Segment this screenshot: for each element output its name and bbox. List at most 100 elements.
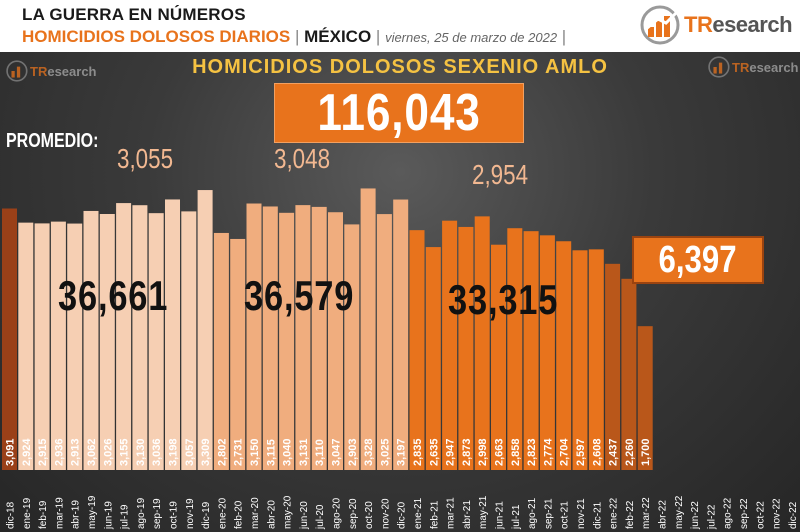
value-label-jun-20: 3,131 [298,438,310,466]
x-tick-oct-21: oct-21 [560,501,571,529]
x-tick-abr-19: abr-19 [71,500,82,529]
value-label-sep-19: 3,036 [151,438,163,466]
bar-ene-19 [18,222,34,470]
value-label-ago-19: 3,130 [135,438,147,466]
x-tick-may-19: may-19 [87,495,98,529]
x-tick-oct-19: oct-19 [169,501,180,529]
x-tick-feb-19: feb-19 [38,500,49,529]
x-tick-nov-20: nov-20 [380,498,391,529]
value-label-abr-21: 2,873 [461,438,473,466]
header-title: LA GUERRA EN NÚMEROS [22,5,246,24]
x-tick-oct-22: oct-22 [755,501,766,529]
x-tick-dic-19: dic-19 [201,501,212,529]
value-label-nov-21: 2,597 [575,438,587,466]
value-label-jul-19: 3,155 [119,438,131,466]
value-label-dic-18: 3,091 [5,438,17,466]
average-2021: 2,954 [472,159,529,190]
watermark-text: TResearch [732,59,799,75]
total-value: 116,043 [317,84,481,142]
bar-dic-19 [197,190,213,470]
x-tick-nov-22: nov-22 [772,498,783,529]
bar-jun-21 [491,244,506,470]
x-tick-ene-21: ene-21 [413,497,424,529]
value-label-sep-20: 2,903 [347,438,359,466]
x-tick-mar-20: mar-20 [250,497,261,529]
x-tick-dic-18: dic-18 [6,501,17,529]
value-label-ene-22: 2,437 [608,438,620,466]
value-label-jul-20: 3,110 [314,439,326,466]
bar-nov-20 [376,214,392,470]
watermark-logo: TResearch [708,56,799,78]
bar-jun-20 [295,205,311,470]
value-label-nov-20: 3,025 [379,438,391,466]
x-tick-jul-21: jul-21 [511,504,522,530]
watermark-logo: TResearch [6,60,97,82]
x-tick-jul-19: jul-19 [120,504,131,530]
x-tick-sep-21: sep-21 [543,498,554,529]
bar-abr-21 [458,226,474,470]
bar-jul-19 [116,203,132,470]
value-label-dic-20: 3,197 [396,438,408,466]
value-label-oct-19: 3,198 [168,438,180,466]
bar-oct-21 [556,241,572,470]
bar-ene-20 [213,232,229,470]
x-tick-jun-20: jun-20 [299,501,310,530]
bar-mar-19 [50,221,66,470]
x-tick-abr-21: abr-21 [462,500,473,529]
value-label-may-20: 3,040 [282,438,294,466]
period-total-2021: 33,315 [448,276,559,323]
bar-sep-21 [539,235,555,470]
value-label-dic-19: 3,309 [200,438,212,466]
x-tick-mar-21: mar-21 [446,497,457,529]
value-label-ago-20: 3,047 [331,438,343,466]
value-label-ene-19: 2,924 [21,438,33,466]
bar-jul-20 [311,206,327,471]
bar-jun-19 [99,214,115,470]
header-country: MÉXICO [304,27,372,46]
bar-ene-22 [605,263,621,470]
brand-name: TResearch [684,12,793,37]
chart-logo-icon [6,60,28,82]
x-tick-ago-22: ago-22 [723,497,734,529]
bar-feb-20 [230,238,246,470]
bar-jul-21 [507,228,523,470]
value-label-abr-20: 3,115 [265,439,277,466]
x-tick-sep-22: sep-22 [739,498,750,529]
bar-dic-18 [2,208,17,470]
x-tick-may-20: may-20 [283,495,294,529]
x-tick-nov-19: nov-19 [185,498,196,529]
value-label-ago-21: 2,823 [526,438,538,466]
value-label-feb-22: 2,260 [624,438,636,466]
separator: | [561,27,567,46]
bar-dic-20 [393,199,409,470]
average-2019: 3,055 [117,143,174,174]
x-tick-sep-19: sep-19 [152,498,163,529]
x-tick-dic-21: dic-21 [592,501,603,529]
bar-feb-19 [34,223,50,470]
promedio-label: PROMEDIO: [6,130,99,152]
chart-logo-icon [708,56,730,78]
x-tick-abr-22: abr-22 [658,500,669,529]
x-tick-dic-22: dic-22 [788,501,799,529]
value-label-may-21: 2,998 [477,438,489,466]
bar-feb-22 [621,278,637,470]
value-label-oct-20: 3,328 [363,438,375,466]
x-tick-jul-22: jul-22 [706,504,717,530]
bar-dic-21 [588,249,604,470]
x-tick-mar-19: mar-19 [54,497,65,529]
bar-oct-19 [165,199,180,470]
total-box: 116,043 [274,83,524,143]
x-tick-feb-20: feb-20 [234,500,245,529]
x-tick-dic-20: dic-20 [397,501,408,529]
x-tick-oct-20: oct-20 [364,501,375,529]
bar-feb-21 [425,247,441,470]
value-label-jul-21: 2,858 [510,438,522,466]
x-tick-jul-20: jul-20 [315,504,326,530]
value-label-feb-19: 2,915 [37,438,49,466]
value-label-mar-21: 2,947 [445,438,457,466]
value-label-may-19: 3,062 [86,438,98,466]
bar-sep-19 [148,213,164,470]
bar-mar-21 [442,220,458,470]
